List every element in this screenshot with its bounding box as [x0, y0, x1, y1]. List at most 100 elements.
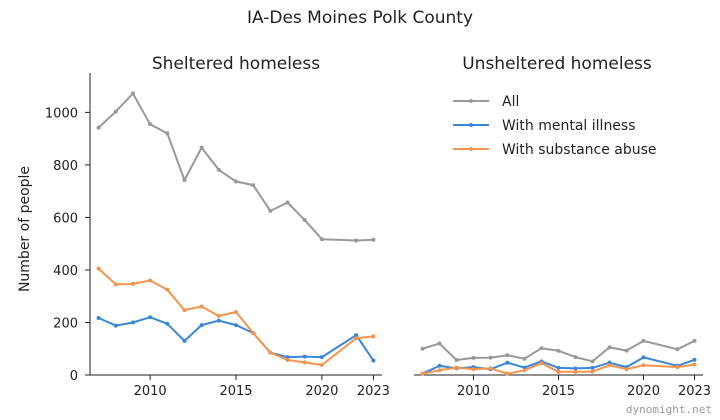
data-point-substance — [165, 287, 170, 292]
data-point-substance — [130, 281, 135, 286]
data-point-all — [488, 355, 493, 360]
data-point-substance — [319, 363, 324, 368]
data-point-substance — [522, 368, 527, 373]
data-point-mental — [590, 365, 595, 370]
data-point-substance — [437, 368, 442, 373]
left-panel: 2010 2015 2020 2023 0 200 400 600 800 1000 — [45, 73, 390, 399]
data-point-substance — [285, 358, 290, 363]
data-point-all — [522, 356, 527, 361]
y-axis-label: Number of people — [17, 166, 33, 292]
series-line-substance — [97, 267, 375, 366]
y-tick-label: 800 — [53, 159, 78, 174]
figure-title: IA-Des Moines Polk County — [247, 8, 473, 28]
series-line-mental — [97, 316, 375, 362]
legend: All With mental illness With substance abu… — [453, 94, 657, 158]
data-point-all — [371, 237, 376, 242]
data-point-substance — [505, 371, 510, 376]
data-point-substance — [251, 330, 256, 335]
data-point-substance — [573, 369, 578, 374]
data-point-substance — [302, 360, 307, 365]
data-point-all — [182, 178, 187, 183]
data-point-all — [556, 348, 561, 353]
data-point-substance — [268, 350, 273, 355]
data-point-all — [113, 109, 118, 114]
data-point-all — [268, 208, 273, 213]
data-point-all — [539, 346, 544, 351]
data-point-substance — [420, 371, 425, 376]
data-point-mental — [148, 315, 153, 320]
data-point-mental — [234, 323, 238, 328]
data-point-substance — [454, 365, 459, 370]
data-point-substance — [182, 308, 187, 313]
legend-label-substance: With substance abuse — [502, 142, 657, 158]
data-point-all — [199, 145, 204, 150]
data-point-substance — [148, 278, 153, 283]
data-point-all — [302, 218, 307, 223]
data-point-mental — [692, 357, 697, 362]
data-point-mental — [371, 358, 376, 363]
data-point-substance — [590, 369, 595, 374]
data-point-substance — [641, 363, 646, 368]
data-point-all — [692, 338, 697, 343]
legend-label-mental: With mental illness — [502, 118, 636, 134]
data-point-substance — [371, 334, 376, 339]
x-tick-label: 2015 — [542, 384, 575, 399]
data-point-all — [624, 348, 629, 353]
right-panel-title: Unsheltered homeless — [462, 54, 652, 74]
data-point-all — [471, 355, 476, 360]
data-point-mental — [96, 316, 101, 321]
legend-marker-mental — [469, 123, 473, 127]
data-point-mental — [130, 320, 135, 325]
series-line-all — [421, 339, 696, 363]
data-point-mental — [319, 355, 324, 360]
data-point-all — [319, 237, 324, 242]
y-tick-label: 200 — [53, 316, 78, 331]
data-point-substance — [607, 363, 612, 368]
y-tick-label: 400 — [53, 264, 78, 279]
data-point-all — [234, 179, 238, 184]
data-point-substance — [354, 336, 359, 341]
x-tick-label: 2015 — [219, 384, 252, 399]
data-point-substance — [216, 313, 221, 318]
data-point-mental — [437, 363, 442, 368]
data-point-substance — [692, 362, 697, 367]
data-point-substance — [675, 365, 680, 370]
data-point-substance — [471, 367, 476, 372]
data-point-substance — [113, 282, 118, 287]
x-tick-label: 2023 — [357, 384, 390, 399]
data-point-substance — [96, 266, 101, 271]
data-point-mental — [285, 355, 290, 360]
data-point-all — [96, 125, 101, 130]
data-point-substance — [234, 309, 238, 314]
legend-marker-all — [469, 99, 473, 103]
data-point-substance — [488, 366, 493, 371]
data-point-mental — [182, 338, 187, 343]
y-tick-label: 600 — [53, 211, 78, 226]
data-point-all — [354, 238, 359, 243]
data-point-substance — [556, 369, 561, 374]
data-point-all — [420, 346, 425, 351]
data-point-mental — [165, 321, 170, 326]
data-point-mental — [113, 323, 118, 328]
y-tick-label: 1000 — [45, 106, 78, 121]
data-point-mental — [354, 333, 359, 338]
data-point-mental — [216, 318, 221, 323]
data-point-all — [573, 355, 578, 360]
x-tick-label: 2010 — [134, 384, 167, 399]
data-point-mental — [556, 365, 561, 370]
x-tick-label: 2020 — [305, 384, 338, 399]
x-tick-label: 2023 — [678, 384, 711, 399]
data-point-all — [505, 353, 510, 358]
data-point-all — [590, 359, 595, 364]
watermark: dynomight.net — [626, 403, 712, 416]
data-point-substance — [624, 367, 629, 372]
data-point-mental — [573, 366, 578, 371]
data-point-all — [216, 167, 221, 172]
data-point-all — [251, 183, 256, 188]
data-point-mental — [199, 323, 204, 328]
right-panel: 2010 2015 2020 2023 — [414, 338, 711, 399]
data-point-mental — [505, 360, 510, 365]
data-point-all — [165, 131, 170, 136]
x-tick-label: 2020 — [627, 384, 660, 399]
